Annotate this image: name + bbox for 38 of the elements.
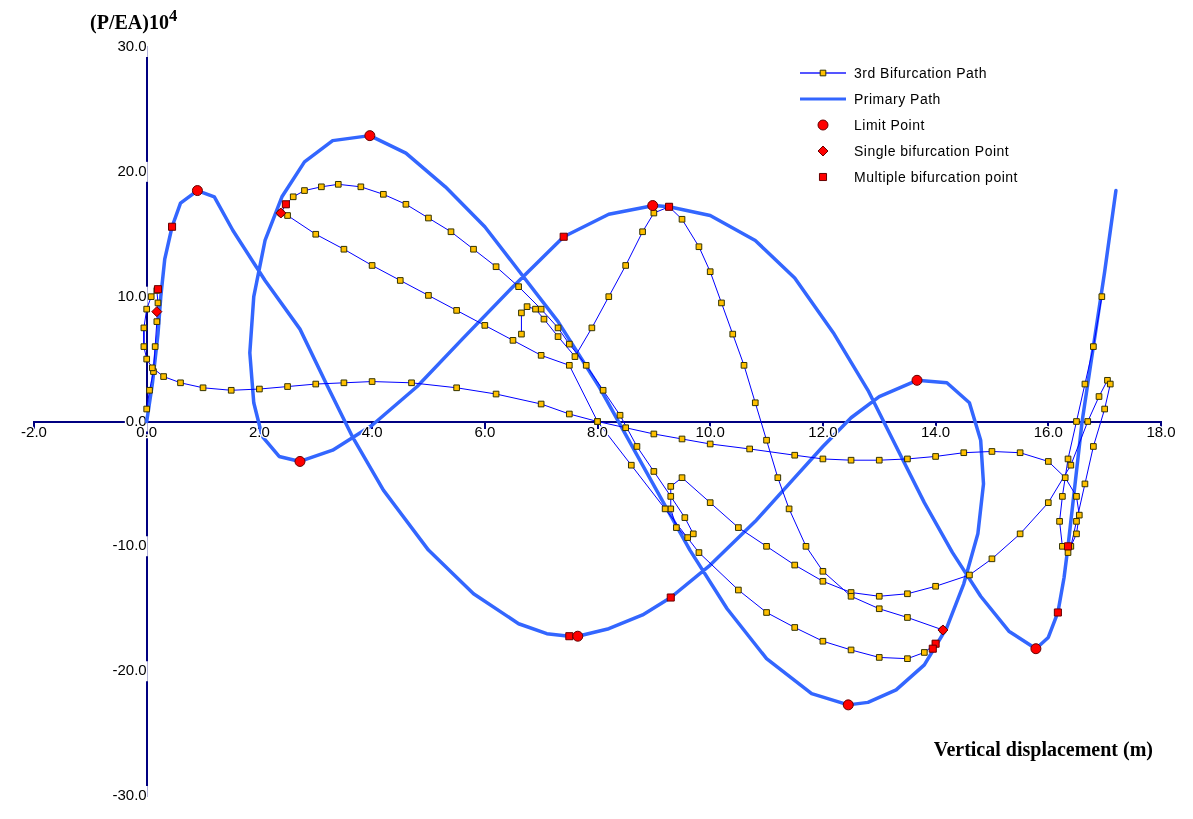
legend-label: Primary Path — [854, 91, 941, 107]
point — [559, 232, 568, 241]
x-tick-label: 18.0 — [1146, 423, 1176, 441]
point — [666, 593, 675, 602]
point — [151, 306, 163, 318]
point — [191, 185, 203, 197]
x-tick-label: 4.0 — [361, 423, 383, 441]
point — [1053, 608, 1062, 617]
y-tick-label: 30.0 — [117, 37, 147, 55]
x-axis-title: Vertical displacement (m) — [933, 738, 1153, 761]
legend-label: Single bifurcation Point — [854, 143, 1010, 159]
point — [928, 644, 937, 653]
point — [294, 455, 306, 467]
y-tick-label: 20.0 — [117, 161, 147, 179]
x-tick-label: 16.0 — [1033, 423, 1063, 441]
x-tick-label: 6.0 — [474, 423, 496, 441]
legend-label: 3rd Bifurcation Path — [854, 65, 987, 81]
y-axis-title: (P/EA)10$^{4}$ — [90, 6, 178, 34]
y-tick-label: -30.0 — [112, 786, 147, 804]
point — [1030, 643, 1042, 655]
legend-label: Limit Point — [854, 117, 925, 133]
x-tick-label: -2.0 — [21, 423, 47, 441]
point — [647, 200, 659, 212]
y-tick-label: 10.0 — [117, 286, 147, 304]
point — [364, 130, 376, 142]
x-tick-label: 10.0 — [695, 423, 725, 441]
point — [565, 632, 574, 641]
x-tick-label: 8.0 — [587, 423, 608, 441]
y-tick-label: -20.0 — [112, 661, 147, 679]
point — [911, 374, 923, 386]
point — [572, 630, 584, 642]
x-tick-label: 12.0 — [808, 423, 838, 441]
x-tick-label: 14.0 — [921, 423, 951, 441]
point — [168, 222, 177, 231]
point — [1063, 542, 1073, 551]
legend-label: Multiple bifurcation point — [854, 169, 1018, 185]
point — [842, 699, 854, 711]
y-tick-label: -10.0 — [112, 536, 147, 554]
